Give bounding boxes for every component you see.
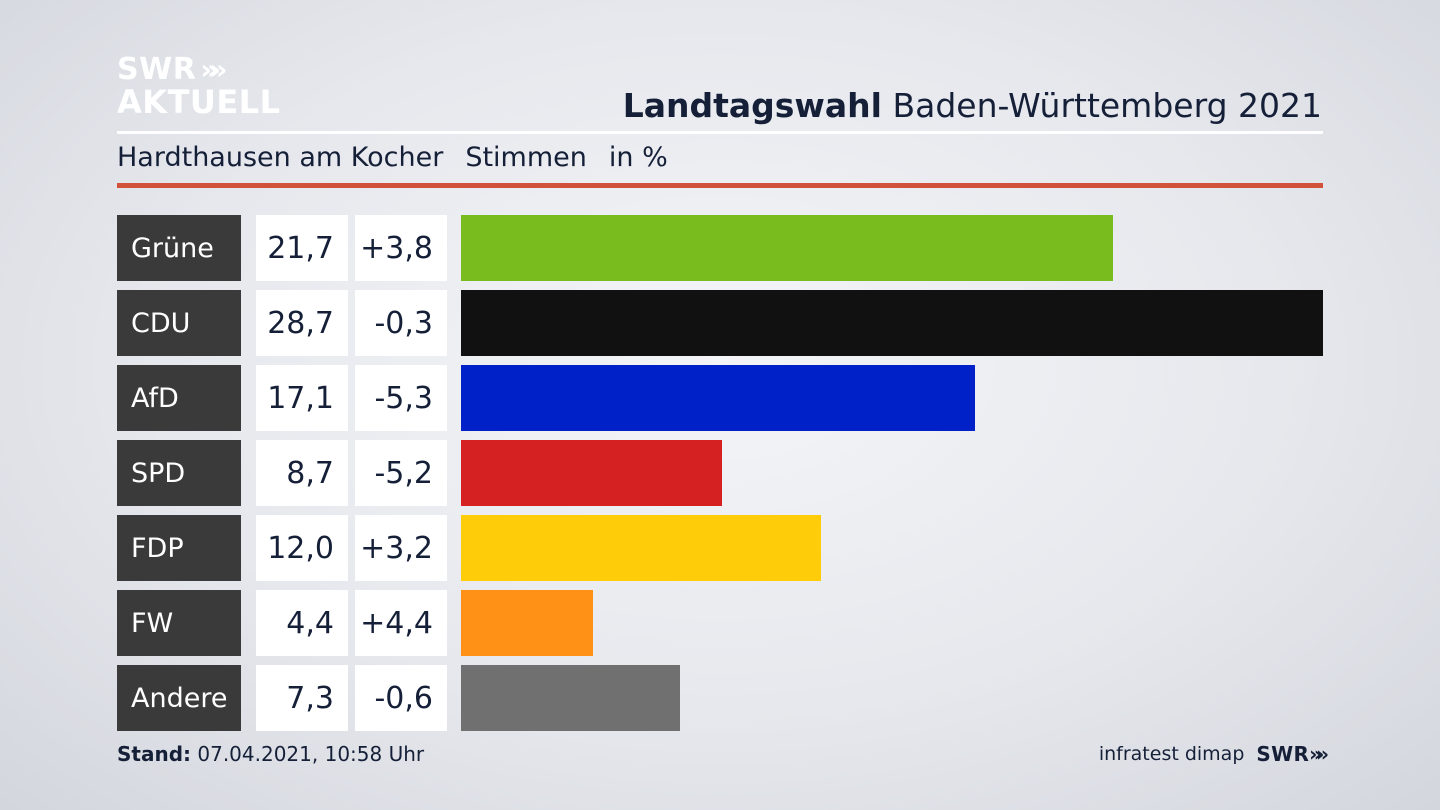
party-label: Andere: [117, 665, 241, 731]
page-title: Landtagswahl Baden-Württemberg 2021: [623, 86, 1322, 125]
logo-line2: AKTUELL: [117, 83, 281, 121]
stand-label: Stand:: [117, 742, 192, 766]
value-label: 28,7: [256, 290, 348, 356]
value-label: 12,0: [256, 515, 348, 581]
chart-subtitle: Hardthausen am Kocher Stimmen in %: [117, 142, 668, 173]
chevron-right-icon: »»: [200, 53, 227, 86]
change-label: -0,6: [355, 665, 447, 731]
swr-logo: SWR»»: [1256, 742, 1329, 766]
chart-row: FW 4,4 +4,4: [117, 590, 1323, 656]
bar: [461, 215, 1113, 281]
swr-brand-text: SWR: [1256, 742, 1310, 766]
chart-row: SPD 8,7 -5,2: [117, 440, 1323, 506]
party-label: Grüne: [117, 215, 241, 281]
value-label: 8,7: [256, 440, 348, 506]
title-bold: Landtagswahl: [622, 86, 882, 125]
bar: [461, 440, 722, 506]
value-label: 21,7: [256, 215, 348, 281]
source-credit: infratest dimap SWR»»: [1098, 742, 1329, 766]
bar: [461, 590, 593, 656]
accent-divider: [117, 183, 1323, 188]
source-label: infratest dimap: [1098, 743, 1245, 765]
change-label: +3,2: [355, 515, 447, 581]
chart-row: CDU 28,7 -0,3: [117, 290, 1323, 356]
change-label: -5,2: [355, 440, 447, 506]
chevron-right-icon: »»: [1309, 742, 1329, 766]
party-label: FW: [117, 590, 241, 656]
value-label: 7,3: [256, 665, 348, 731]
party-label: SPD: [117, 440, 241, 506]
swr-aktuell-logo: SWR»» AKTUELL: [117, 52, 281, 121]
party-label: CDU: [117, 290, 241, 356]
chart-row: Andere 7,3 -0,6: [117, 665, 1323, 731]
change-label: +3,8: [355, 215, 447, 281]
subtitle-place: Hardthausen am Kocher: [117, 142, 444, 173]
bar: [461, 290, 1323, 356]
party-label: AfD: [117, 365, 241, 431]
bar: [461, 515, 821, 581]
value-label: 4,4: [256, 590, 348, 656]
bar: [461, 665, 680, 731]
change-label: -5,3: [355, 365, 447, 431]
title-rest: Baden-Württemberg 2021: [881, 86, 1322, 125]
title-divider: [117, 131, 1323, 134]
chart-row: Grüne 21,7 +3,8: [117, 215, 1323, 281]
stand-value: 07.04.2021, 10:58 Uhr: [191, 742, 425, 766]
subtitle-unit: in %: [608, 142, 668, 173]
subtitle-measure: Stimmen: [465, 142, 587, 173]
bar: [461, 365, 975, 431]
change-label: +4,4: [355, 590, 447, 656]
timestamp: Stand: 07.04.2021, 10:58 Uhr: [117, 742, 424, 766]
chart-row: AfD 17,1 -5,3: [117, 365, 1323, 431]
value-label: 17,1: [256, 365, 348, 431]
party-label: FDP: [117, 515, 241, 581]
chart-row: FDP 12,0 +3,2: [117, 515, 1323, 581]
change-label: -0,3: [355, 290, 447, 356]
logo-line1: SWR: [117, 52, 197, 87]
